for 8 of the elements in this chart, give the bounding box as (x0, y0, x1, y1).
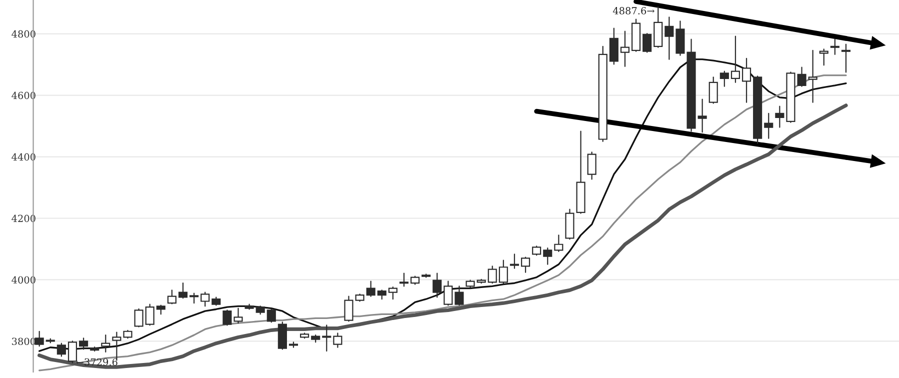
y-tick-label: 3800 (12, 338, 36, 346)
y-tick-label: 4800 (12, 30, 36, 38)
y-tick-label: 4400 (12, 153, 36, 161)
annotation: ←3729.6 (76, 358, 118, 366)
y-tick-label: 4600 (12, 92, 36, 100)
annotation: 4887.6→ (612, 7, 654, 14)
y-tick-label: 4200 (12, 214, 36, 222)
y-tick-label: 4000 (12, 276, 36, 284)
